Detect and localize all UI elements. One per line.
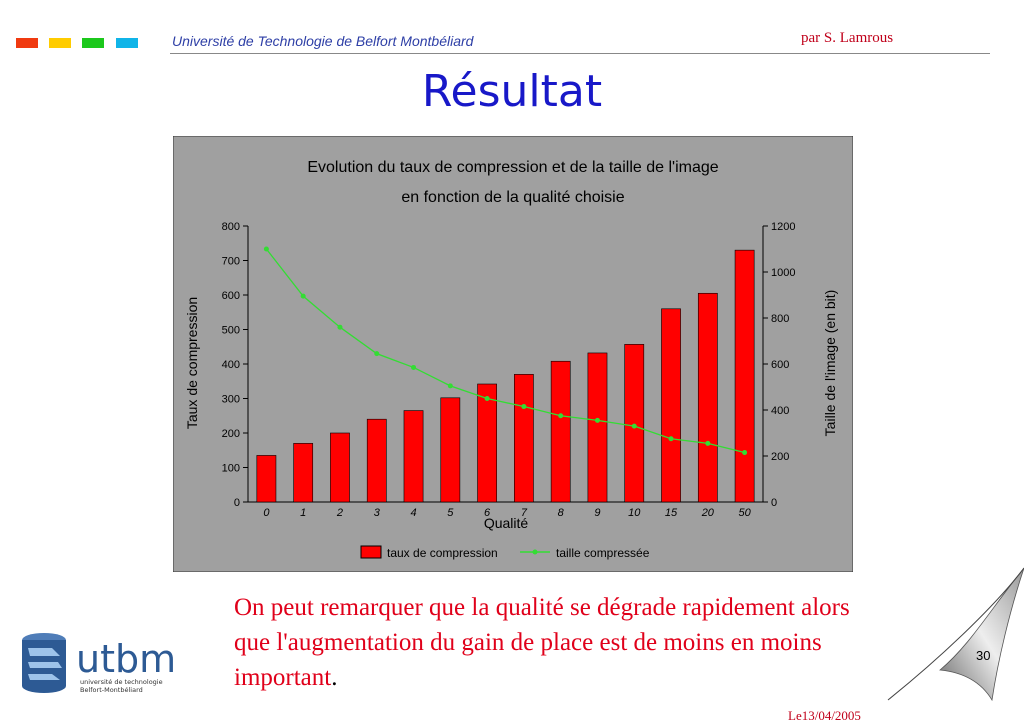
x-tick-label: 7 (521, 507, 528, 519)
line-point-0 (263, 246, 269, 252)
x-tick-label: 50 (738, 507, 751, 519)
bar-7 (514, 374, 534, 503)
x-axis-label: Qualité (484, 515, 529, 531)
x-tick-label: 0 (263, 507, 270, 519)
footer-date: Le13/04/2005 (788, 708, 861, 723)
line-point-6 (484, 396, 490, 401)
logo-line1: université de technologie (80, 678, 163, 686)
line-point-2 (337, 324, 343, 330)
y2-tick-label: 200 (771, 451, 789, 463)
chart-subtitle: en fonction de la qualité choisie (401, 189, 624, 206)
y2-tick-label: 400 (771, 405, 789, 417)
page-number: 30 (976, 648, 991, 663)
y-tick-label: 800 (222, 221, 240, 233)
y-tick-label: 700 (222, 256, 240, 268)
x-tick-label: 10 (628, 507, 641, 519)
header-author: par S. Lamrous (801, 30, 894, 46)
bar-5 (440, 397, 461, 503)
legend-bar-swatch (360, 545, 382, 559)
bar-20 (697, 292, 718, 503)
line-point-10 (631, 423, 637, 429)
logo-name: utbm (76, 637, 176, 681)
y2-axis-label: Taille de l'image (en bit) (822, 290, 838, 437)
y-tick-label: 0 (234, 497, 240, 509)
x-tick-label: 2 (336, 507, 343, 519)
y-axis-label: Taux de compression (184, 297, 200, 429)
legend-bar-label: taux de compression (387, 546, 498, 560)
bar-6 (477, 383, 497, 503)
header-divider (170, 53, 990, 54)
x-tick-label: 6 (484, 507, 491, 519)
bar-15 (661, 308, 681, 503)
line-taille-compressee (265, 248, 745, 454)
line-point-3 (374, 351, 380, 357)
x-tick-label: 15 (665, 507, 678, 519)
bar-50 (734, 249, 755, 503)
y2-tick-label: 800 (771, 313, 789, 325)
slide-title: Résultat (421, 66, 603, 117)
y-tick-label: 200 (222, 428, 240, 440)
line-point-15 (668, 436, 674, 442)
bar-9 (587, 352, 608, 503)
bar-0 (256, 455, 277, 503)
cylinder-icon (22, 633, 66, 693)
x-tick-label: 9 (594, 507, 600, 519)
y-tick-label: 500 (222, 325, 240, 337)
legend-line-label: taille compressée (556, 546, 650, 560)
color-square-green (82, 38, 104, 48)
y-tick-label: 100 (222, 463, 240, 475)
bar-8 (550, 360, 571, 503)
y-tick-label: 400 (222, 359, 240, 371)
chart-legend: taux de compression taille compressée (360, 545, 650, 560)
compression-chart: Evolution du taux de compression et de l… (173, 136, 853, 572)
bar-3 (366, 418, 387, 503)
y-tick-label: 300 (222, 394, 240, 406)
caption-period: . (331, 664, 338, 691)
logo-line2: Belfort-Montbéliard (80, 686, 143, 694)
x-tick-label: 1 (300, 507, 306, 519)
line-point-4 (411, 364, 417, 370)
line-point-20 (705, 440, 711, 446)
x-tick-label: 3 (374, 507, 381, 519)
slide-caption: On peut remarquer que la qualité se dégr… (234, 590, 874, 695)
page-curl-decoration (887, 567, 1024, 702)
header-university: Université de Technologie de Belfort Mon… (172, 33, 474, 49)
line-point-1 (300, 293, 306, 299)
bar-1 (293, 443, 314, 503)
x-tick-label: 4 (410, 507, 416, 519)
chart-title: Evolution du taux de compression et de l… (307, 159, 718, 176)
line-point-5 (447, 383, 453, 389)
y-tick-label: 600 (222, 290, 240, 302)
color-square-red (16, 38, 38, 48)
y2-tick-label: 600 (771, 359, 789, 371)
utbm-logo: utbm université de technologie Belfort-M… (22, 633, 176, 694)
legend-line-marker (532, 549, 538, 555)
bar-4 (403, 410, 424, 503)
bar-10 (624, 344, 645, 503)
line-point-8 (558, 413, 564, 419)
color-square-cyan (116, 38, 138, 48)
caption-text: On peut remarquer que la qualité se dégr… (234, 594, 850, 691)
line-point-50 (742, 450, 748, 456)
y2-tick-label: 1200 (771, 221, 795, 233)
y2-tick-label: 1000 (771, 267, 795, 279)
y2-tick-label: 0 (771, 497, 777, 509)
x-tick-label: 5 (447, 507, 454, 519)
x-tick-label: 8 (558, 507, 565, 519)
color-square-yellow (49, 38, 71, 48)
line-point-9 (594, 417, 600, 423)
line-point-7 (521, 404, 527, 410)
bar-2 (330, 432, 350, 503)
x-tick-label: 20 (701, 507, 715, 519)
